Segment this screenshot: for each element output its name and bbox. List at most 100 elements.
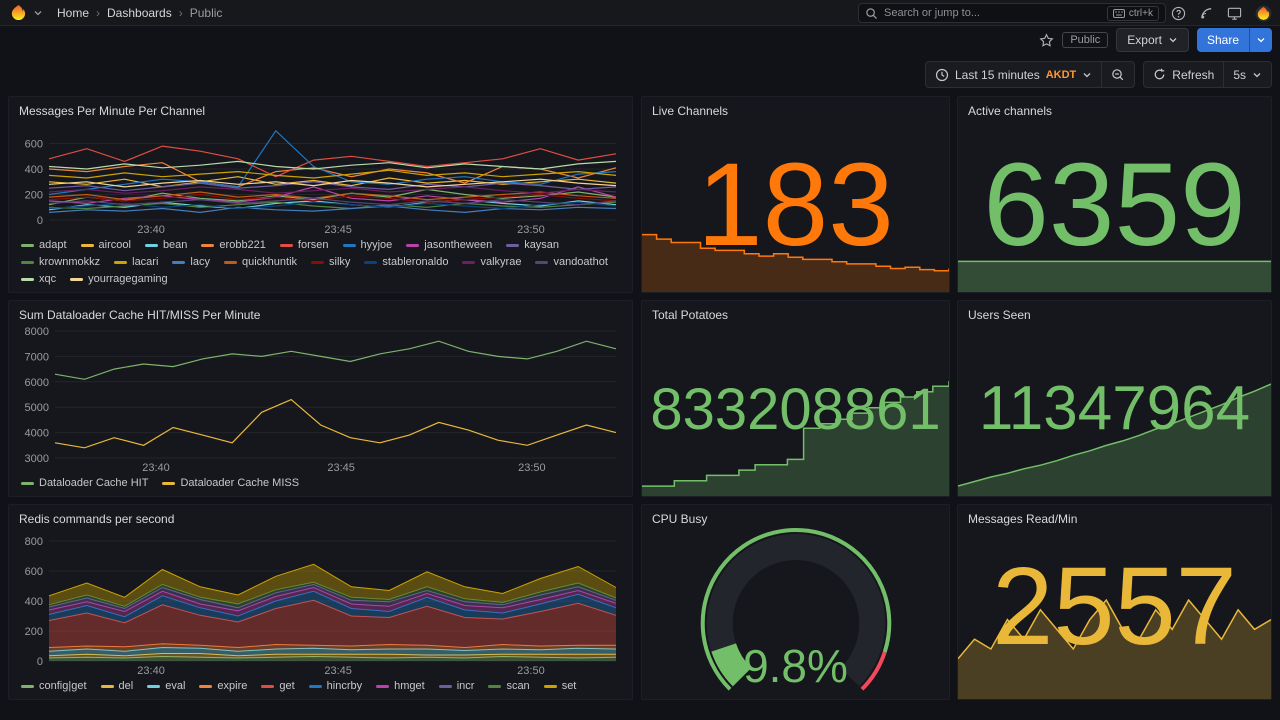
- legend-label: get: [279, 680, 295, 692]
- legend-item[interactable]: erobb221: [201, 238, 266, 252]
- breadcrumb-home[interactable]: Home: [57, 5, 90, 20]
- time-controls: Last 15 minutes AKDT Refresh 5s: [925, 61, 1272, 88]
- user-avatar[interactable]: [1255, 4, 1272, 22]
- svg-text:800: 800: [25, 536, 43, 548]
- help-icon[interactable]: [1171, 6, 1186, 21]
- panel-title[interactable]: CPU Busy: [652, 512, 708, 526]
- search-input[interactable]: Search or jump to... ctrl+k: [858, 3, 1166, 23]
- chart-canvas: [642, 233, 950, 292]
- svg-text:200: 200: [25, 190, 43, 202]
- zoom-out-button[interactable]: [1101, 62, 1134, 87]
- panel-total-potatoes: Total Potatoes 833208861: [641, 300, 950, 497]
- refresh-interval-picker[interactable]: 5s: [1223, 62, 1271, 87]
- legend-item[interactable]: aircool: [80, 238, 131, 252]
- news-rss-icon[interactable]: [1199, 6, 1214, 21]
- legend-item[interactable]: scan: [488, 679, 530, 693]
- svg-text:7000: 7000: [25, 351, 49, 363]
- legend-item[interactable]: valkyrae: [462, 255, 521, 269]
- legend-item[interactable]: lacy: [172, 255, 210, 269]
- legend-item[interactable]: quickhuntik: [223, 255, 297, 269]
- legend-item[interactable]: hincrby: [308, 679, 363, 693]
- legend-item[interactable]: xqc: [21, 272, 56, 286]
- breadcrumb-public[interactable]: Public: [189, 5, 223, 20]
- svg-text:23:40: 23:40: [142, 462, 170, 474]
- legend-item[interactable]: adapt: [21, 238, 67, 252]
- panel-title[interactable]: Messages Per Minute Per Channel: [19, 104, 206, 118]
- messages-chart[interactable]: 0 200 400 600 23:40 23:45 23:50: [19, 121, 622, 236]
- panel-title[interactable]: Sum Dataloader Cache HIT/MISS Per Minute: [19, 308, 261, 322]
- legend-item[interactable]: eval: [147, 679, 185, 693]
- export-label: Export: [1127, 33, 1162, 47]
- legend-item[interactable]: kaysan: [506, 238, 559, 252]
- export-button[interactable]: Export: [1116, 28, 1189, 52]
- legend-item[interactable]: get: [261, 679, 295, 693]
- dataloader-chart[interactable]: 3000 4000 5000 6000 7000 8000 23:40 23:45 23:50: [19, 325, 622, 474]
- panel-users-seen: Users Seen 11347964: [957, 300, 1272, 497]
- legend-item[interactable]: krownmokkz: [21, 255, 100, 269]
- legend-item[interactable]: stableronaldo: [364, 255, 448, 269]
- legend-label: bean: [162, 239, 188, 251]
- legend-swatch: [201, 243, 215, 247]
- legend-item[interactable]: Dataloader Cache HIT: [21, 476, 148, 490]
- legend-item[interactable]: vandoathot: [535, 255, 608, 269]
- legend-label: Dataloader Cache MISS: [180, 477, 300, 489]
- svg-text:3000: 3000: [25, 453, 49, 465]
- legend-item[interactable]: config|get: [21, 679, 87, 693]
- panel-title[interactable]: Users Seen: [968, 308, 1031, 322]
- chevron-down-icon[interactable]: [33, 8, 43, 18]
- legend-swatch: [406, 243, 420, 247]
- search-icon: [866, 7, 877, 19]
- refresh-button[interactable]: Refresh: [1144, 62, 1223, 87]
- dashboard-actions-bar: Public Export Share: [0, 26, 1280, 54]
- legend-label: config|get: [39, 680, 87, 692]
- zoom-out-icon: [1112, 68, 1124, 80]
- monitor-icon[interactable]: [1227, 6, 1242, 21]
- users-seen-sparkline: [957, 383, 1272, 496]
- panel-cpu-busy: CPU Busy 9.8%: [641, 504, 950, 700]
- panel-live-channels: Live Channels 183: [641, 96, 950, 293]
- legend-item[interactable]: silky: [311, 255, 350, 269]
- legend-item[interactable]: set: [543, 679, 576, 693]
- nav-icons: [1171, 0, 1272, 26]
- share-button[interactable]: Share: [1206, 33, 1239, 47]
- legend-item[interactable]: incr: [438, 679, 474, 693]
- legend-item[interactable]: Dataloader Cache MISS: [162, 476, 299, 490]
- legend-item[interactable]: jasontheween: [406, 238, 492, 252]
- panel-title[interactable]: Redis commands per second: [19, 512, 175, 526]
- svg-text:6000: 6000: [25, 377, 49, 389]
- chart-canvas: [642, 381, 950, 496]
- redis-chart[interactable]: 0 200 400 600 800 23:40 23:45 23:50: [19, 529, 622, 677]
- panel-title[interactable]: Active channels: [968, 104, 1053, 118]
- legend-label: hmget: [394, 680, 425, 692]
- legend-item[interactable]: hmget: [376, 679, 425, 693]
- breadcrumb-dashboards[interactable]: Dashboards: [107, 5, 172, 20]
- legend-item[interactable]: yourragegaming: [70, 272, 168, 286]
- star-icon[interactable]: [1039, 32, 1054, 48]
- legend-item[interactable]: bean: [144, 238, 188, 252]
- share-menu-button[interactable]: [1249, 28, 1272, 52]
- legend-item[interactable]: del: [100, 679, 133, 693]
- svg-text:23:45: 23:45: [324, 665, 352, 677]
- legend-label: hincrby: [326, 680, 363, 692]
- legend-swatch: [462, 260, 476, 264]
- svg-text:8000: 8000: [25, 326, 49, 338]
- legend-swatch: [21, 481, 34, 485]
- legend-item[interactable]: forsen: [279, 238, 329, 252]
- panel-active-channels: Active channels 6359: [957, 96, 1272, 293]
- svg-text:23:45: 23:45: [327, 462, 355, 474]
- legend-item[interactable]: lacari: [114, 255, 158, 269]
- panel-title[interactable]: Live Channels: [652, 104, 729, 118]
- grafana-logo[interactable]: [10, 4, 27, 21]
- chevron-down-icon: [1083, 72, 1091, 77]
- panel-title[interactable]: Messages Read/Min: [968, 512, 1078, 526]
- panel-messages-per-minute: Messages Per Minute Per Channel 0 200 400 6…: [8, 96, 633, 293]
- svg-text:600: 600: [25, 566, 43, 578]
- panel-title[interactable]: Total Potatoes: [652, 308, 729, 322]
- legend-label: eval: [165, 680, 186, 692]
- legend-item[interactable]: hyyjoe: [342, 238, 392, 252]
- legend-swatch: [21, 260, 34, 264]
- panel-messages-read: Messages Read/Min 2557: [957, 504, 1272, 700]
- legend-item[interactable]: expire: [199, 679, 247, 693]
- time-range-picker[interactable]: Last 15 minutes AKDT: [926, 62, 1101, 87]
- shortcut-badge: ctrl+k: [1106, 5, 1159, 21]
